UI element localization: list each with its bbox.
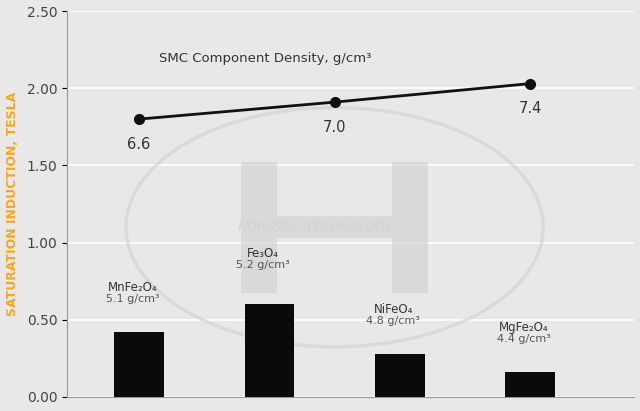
Text: 7.4: 7.4 [518, 102, 542, 116]
Text: 5.1 g/cm³: 5.1 g/cm³ [106, 294, 159, 304]
Text: 4.4 g/cm³: 4.4 g/cm³ [497, 335, 550, 344]
Text: Fe₃O₄: Fe₃O₄ [247, 247, 279, 260]
Bar [115, 332, 164, 397]
Bar [506, 372, 555, 397]
Text: NiFeO₄: NiFeO₄ [374, 303, 413, 316]
Bar [392, 162, 428, 293]
Text: MgFe₂O₄: MgFe₂O₄ [499, 321, 548, 335]
Bar [375, 354, 424, 397]
Bar [241, 162, 277, 293]
Text: 7.0: 7.0 [323, 120, 346, 135]
Text: SMC Component Density, g/cm³: SMC Component Density, g/cm³ [159, 52, 371, 65]
Bar [244, 304, 294, 397]
Bar [277, 216, 392, 238]
Text: 6.6: 6.6 [127, 137, 150, 152]
Text: 5.2 g/cm³: 5.2 g/cm³ [236, 261, 290, 270]
Text: MnFe₂O₄: MnFe₂O₄ [108, 281, 157, 294]
Text: HORIZON  TECHNOLOGY: HORIZON TECHNOLOGY [238, 221, 392, 233]
Text: 4.8 g/cm³: 4.8 g/cm³ [366, 316, 420, 326]
Y-axis label: SATURATION INDUCTION, TESLA: SATURATION INDUCTION, TESLA [6, 92, 19, 316]
